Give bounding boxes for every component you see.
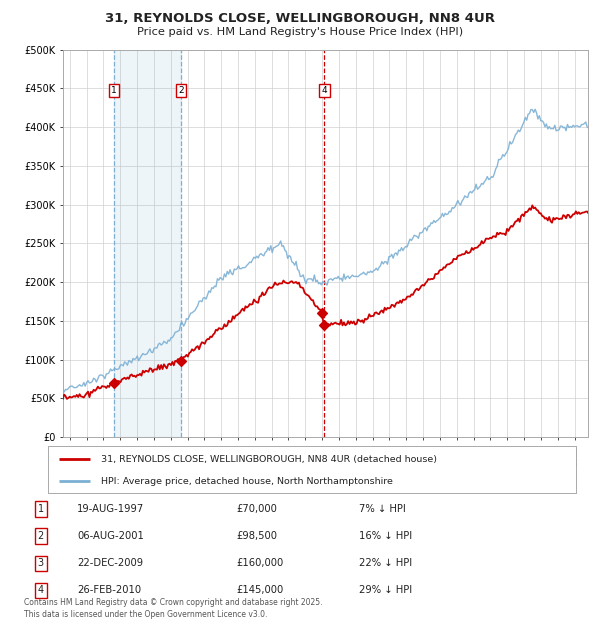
Point	[317, 308, 326, 318]
Point	[176, 356, 185, 366]
Text: 3: 3	[38, 558, 44, 569]
Text: 19-AUG-1997: 19-AUG-1997	[77, 504, 144, 514]
Text: Contains HM Land Registry data © Crown copyright and database right 2025.
This d: Contains HM Land Registry data © Crown c…	[24, 598, 323, 619]
Text: 26-FEB-2010: 26-FEB-2010	[77, 585, 141, 595]
Text: 2: 2	[38, 531, 44, 541]
Text: HPI: Average price, detached house, North Northamptonshire: HPI: Average price, detached house, Nort…	[101, 477, 392, 486]
Text: 22-DEC-2009: 22-DEC-2009	[77, 558, 143, 569]
Text: 16% ↓ HPI: 16% ↓ HPI	[359, 531, 412, 541]
Text: 22% ↓ HPI: 22% ↓ HPI	[359, 558, 412, 569]
Text: £145,000: £145,000	[236, 585, 283, 595]
Text: 4: 4	[38, 585, 44, 595]
Text: Price paid vs. HM Land Registry's House Price Index (HPI): Price paid vs. HM Land Registry's House …	[137, 27, 463, 37]
Point	[320, 320, 329, 330]
Text: 2: 2	[178, 86, 184, 95]
Text: 1: 1	[111, 86, 116, 95]
Text: 1: 1	[38, 504, 44, 514]
Text: 31, REYNOLDS CLOSE, WELLINGBOROUGH, NN8 4UR (detached house): 31, REYNOLDS CLOSE, WELLINGBOROUGH, NN8 …	[101, 455, 437, 464]
Bar	[114, 50, 181, 437]
Text: £160,000: £160,000	[236, 558, 283, 569]
Text: 7% ↓ HPI: 7% ↓ HPI	[359, 504, 406, 514]
Text: 06-AUG-2001: 06-AUG-2001	[77, 531, 144, 541]
Point	[109, 378, 119, 388]
Text: 4: 4	[322, 86, 328, 95]
Text: 29% ↓ HPI: 29% ↓ HPI	[359, 585, 412, 595]
Text: 31, REYNOLDS CLOSE, WELLINGBOROUGH, NN8 4UR: 31, REYNOLDS CLOSE, WELLINGBOROUGH, NN8 …	[105, 12, 495, 25]
Text: £98,500: £98,500	[236, 531, 277, 541]
Text: £70,000: £70,000	[236, 504, 277, 514]
